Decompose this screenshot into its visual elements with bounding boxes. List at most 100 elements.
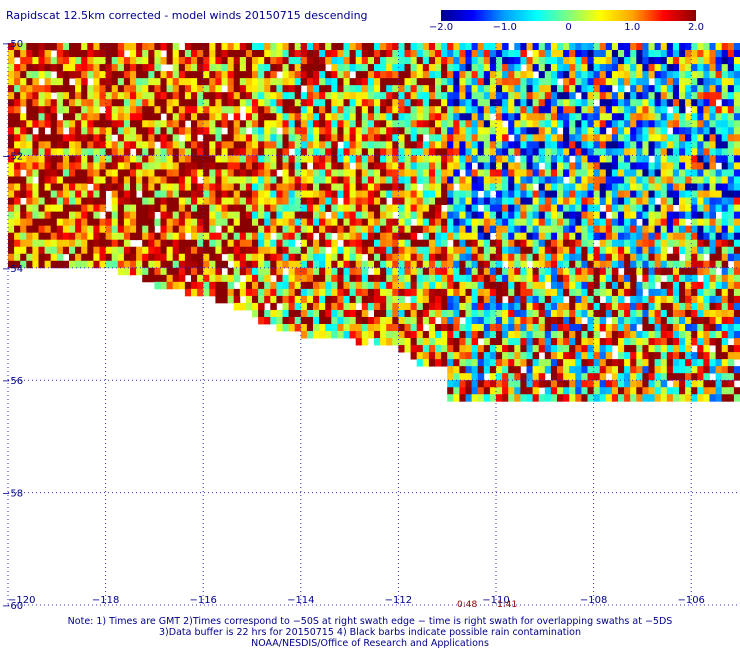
heatmap-cell	[605, 169, 613, 177]
heatmap-cell	[685, 183, 692, 191]
heatmap-cell	[727, 316, 735, 325]
heatmap-cell	[679, 183, 686, 191]
heatmap-cell	[599, 373, 607, 381]
heatmap-cell	[331, 331, 338, 339]
heatmap-cell	[26, 176, 33, 184]
heatmap-cell	[727, 387, 735, 395]
heatmap-cell	[239, 260, 247, 269]
heatmap-cell	[117, 253, 125, 262]
heatmap-cell	[62, 120, 70, 128]
heatmap-cell	[331, 246, 338, 255]
heatmap-cell	[8, 64, 15, 72]
heatmap-cell	[483, 71, 491, 79]
heatmap-cell	[477, 380, 485, 388]
heatmap-cell	[648, 99, 655, 107]
heatmap-cell	[636, 253, 643, 262]
heatmap-cell	[666, 366, 674, 374]
heatmap-cell	[81, 141, 88, 149]
heatmap-cell	[221, 218, 228, 227]
heatmap-cell	[526, 162, 533, 170]
heatmap-cell	[294, 218, 302, 227]
heatmap-cell	[69, 92, 76, 100]
heatmap-cell	[392, 64, 399, 72]
heatmap-cell	[526, 218, 533, 227]
heatmap-cell	[550, 260, 558, 269]
heatmap-cell	[245, 43, 253, 51]
heatmap-cell	[264, 148, 271, 156]
heatmap-cell	[367, 106, 375, 114]
heatmap-cell	[306, 253, 314, 262]
heatmap-cell	[331, 190, 338, 198]
heatmap-cell	[483, 155, 491, 163]
heatmap-cell	[245, 162, 253, 170]
heatmap-cell	[154, 148, 161, 156]
heatmap-cell	[618, 183, 625, 191]
heatmap-cell	[306, 134, 314, 142]
heatmap-cell	[44, 141, 52, 149]
heatmap-cell	[691, 394, 698, 402]
heatmap-cell	[50, 78, 58, 86]
heatmap-cell	[471, 288, 479, 297]
heatmap-cell	[276, 267, 283, 276]
heatmap-cell	[654, 190, 662, 198]
heatmap-cell	[733, 239, 740, 248]
heatmap-cell	[672, 85, 680, 93]
heatmap-cell	[685, 260, 692, 269]
heatmap-cell	[404, 218, 411, 227]
heatmap-cell	[508, 50, 515, 58]
heatmap-cell	[367, 232, 375, 241]
heatmap-cell	[544, 134, 552, 142]
heatmap-cell	[691, 190, 698, 198]
heatmap-cell	[715, 197, 723, 205]
heatmap-cell	[508, 246, 515, 255]
heatmap-cell	[679, 316, 686, 325]
heatmap-cell	[520, 267, 527, 276]
heatmap-cell	[422, 85, 430, 93]
heatmap-cell	[581, 338, 588, 346]
heatmap-cell	[471, 232, 479, 241]
heatmap-cell	[69, 120, 76, 128]
heatmap-cell	[398, 316, 405, 325]
heatmap-cell	[166, 99, 174, 107]
heatmap-cell	[404, 316, 411, 325]
heatmap-cell	[252, 274, 259, 283]
heatmap-cell	[203, 211, 210, 220]
heatmap-cell	[636, 373, 643, 381]
heatmap-cell	[331, 99, 338, 107]
heatmap-cell	[184, 99, 192, 107]
heatmap-cell	[520, 387, 527, 395]
heatmap-cell	[117, 99, 125, 107]
heatmap-cell	[459, 85, 466, 93]
heatmap-cell	[154, 183, 161, 191]
heatmap-cell	[172, 225, 180, 234]
heatmap-cell	[422, 57, 430, 65]
heatmap-cell	[727, 57, 735, 65]
heatmap-cell	[489, 373, 497, 381]
heatmap-cell	[227, 120, 235, 128]
heatmap-cell	[703, 211, 710, 220]
heatmap-cell	[642, 78, 649, 86]
heatmap-cell	[453, 197, 460, 205]
heatmap-cell	[679, 99, 686, 107]
heatmap-cell	[337, 43, 344, 51]
heatmap-cell	[221, 295, 228, 304]
heatmap-cell	[733, 331, 740, 339]
heatmap-cell	[258, 204, 265, 213]
heatmap-cell	[587, 274, 594, 283]
heatmap-cell	[550, 78, 558, 86]
heatmap-cell	[471, 246, 479, 255]
heatmap-cell	[306, 302, 314, 311]
heatmap-cell	[56, 92, 64, 100]
heatmap-cell	[203, 260, 210, 269]
heatmap-cell	[691, 141, 698, 149]
heatmap-cell	[618, 380, 625, 388]
heatmap-cell	[672, 338, 680, 346]
heatmap-cell	[550, 106, 558, 114]
heatmap-cell	[587, 387, 594, 395]
heatmap-cell	[404, 338, 411, 346]
heatmap-cell	[703, 190, 710, 198]
heatmap-cell	[703, 246, 710, 255]
heatmap-cell	[343, 218, 350, 227]
heatmap-cell	[502, 387, 509, 395]
heatmap-cell	[99, 169, 106, 177]
